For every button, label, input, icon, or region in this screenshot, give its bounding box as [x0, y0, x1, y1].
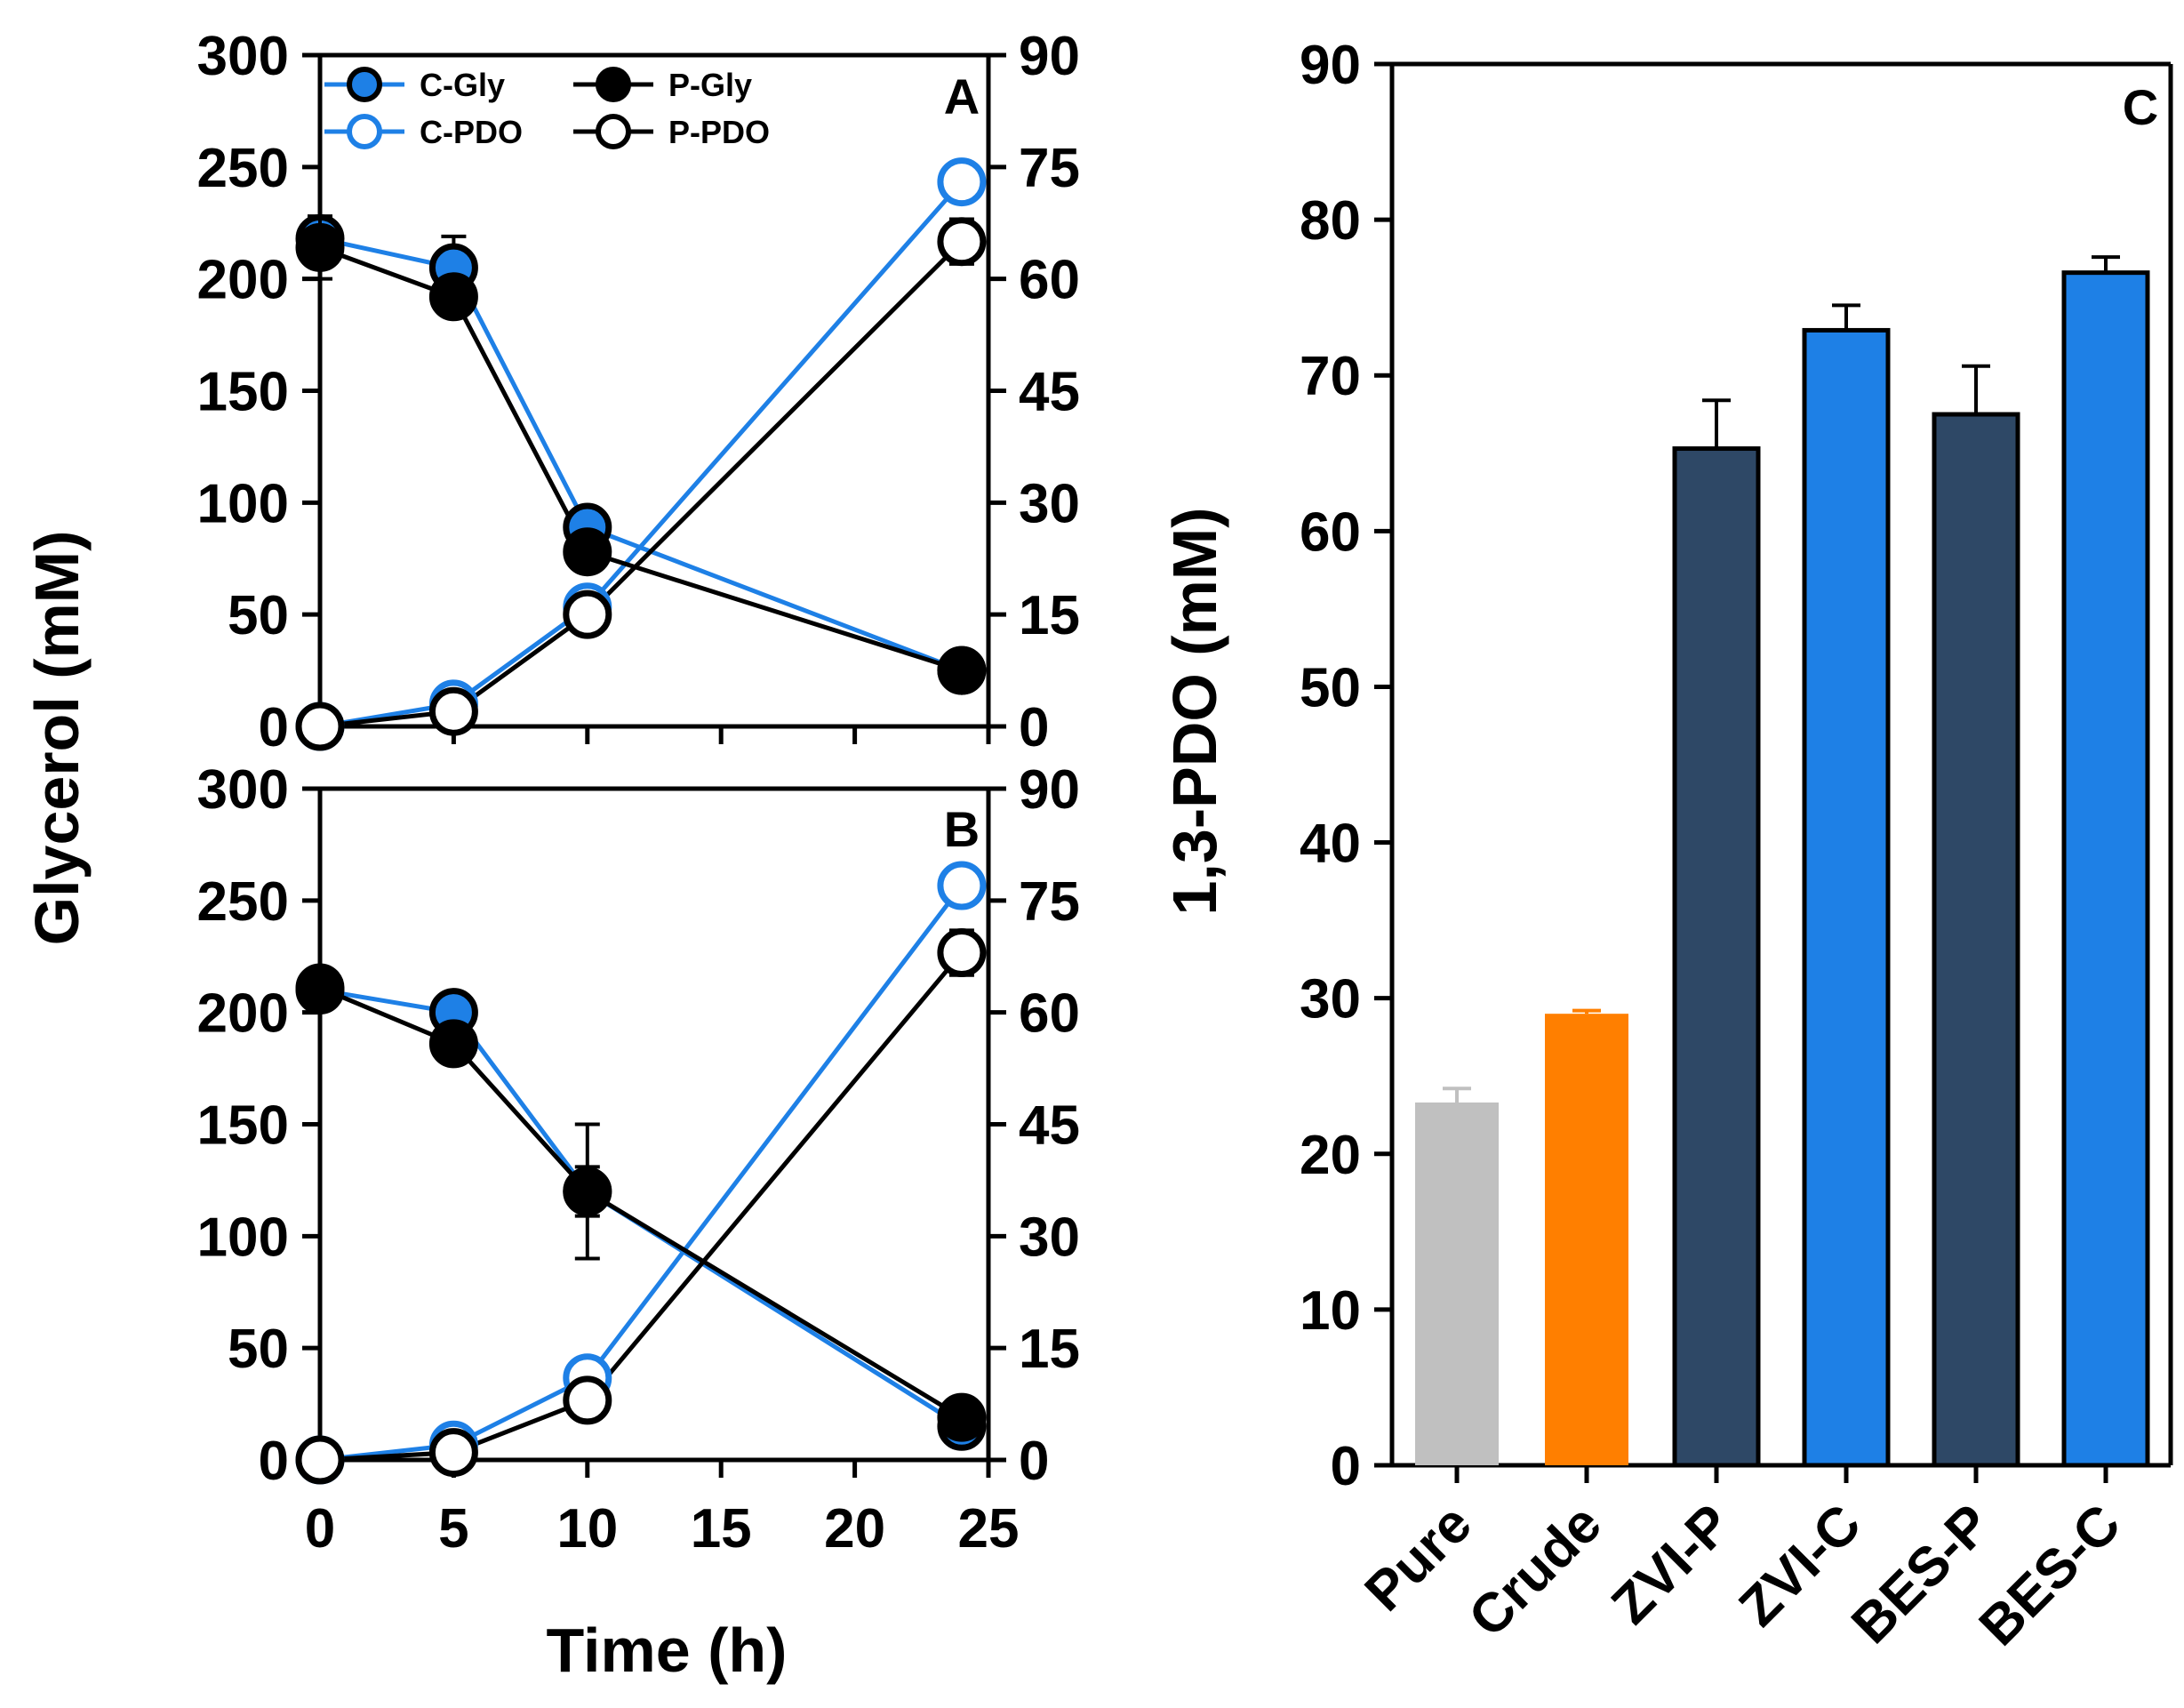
- series-p-gly-point: [295, 963, 345, 1013]
- panel-b-x-tick-label: 15: [691, 1498, 752, 1560]
- series-p-pdo-line: [319, 239, 964, 729]
- series-c-gly-line: [319, 988, 964, 1429]
- panel-a-left-tick-label: 150: [197, 362, 289, 423]
- panel-c-y-tick-label: 0: [1331, 1436, 1361, 1497]
- category-label-zvi-p: ZVI-P: [1600, 1493, 1743, 1636]
- legend-label-c-pdo: C-PDO: [420, 114, 523, 150]
- legend-marker-c-gly: [347, 67, 382, 102]
- panel-a-left-tick-label: 100: [197, 473, 289, 534]
- panel-b-right-tick-label: 30: [1019, 1207, 1080, 1268]
- category-label-bes-p: BES-P: [1840, 1493, 2003, 1656]
- panel-a-right-tick-label: 90: [1019, 26, 1080, 87]
- panel-a-right-tick-label: 30: [1019, 473, 1080, 534]
- panel-b-right-tick-label: 75: [1019, 871, 1080, 933]
- series-c-pdo-line: [319, 180, 964, 729]
- category-label-bes-c: BES-C: [1968, 1493, 2132, 1657]
- panel-c-y-tick-label: 30: [1300, 969, 1361, 1030]
- axes-frames: [302, 52, 2173, 1483]
- x-axis-title: Time (h): [547, 1616, 788, 1685]
- bar-bes-p: [1932, 412, 2020, 1468]
- series-p-pdo-point: [295, 1435, 345, 1485]
- data-layer: [295, 67, 2150, 1485]
- panel-b-left-tick-label: 100: [197, 1207, 289, 1268]
- panel-b-left-tick-label: 300: [197, 759, 289, 821]
- panel-b-x-tick-label: 5: [438, 1498, 468, 1560]
- series-p-gly-point: [295, 222, 345, 272]
- series-c-pdo-point: [937, 861, 987, 910]
- bar-zvi-c: [1802, 327, 1891, 1468]
- series-p-pdo-point: [563, 589, 612, 639]
- legend-label-p-pdo: P-PDO: [668, 114, 770, 150]
- panel-a-left-tick-label: 0: [259, 697, 289, 758]
- panel-b-frame: [317, 786, 991, 1463]
- series-p-pdo-point: [428, 1428, 478, 1478]
- series-p-pdo-point: [428, 686, 478, 736]
- series-p-gly-point: [937, 1392, 987, 1442]
- series-p-gly-point: [428, 1019, 478, 1069]
- bar-bes-c: [2061, 270, 2150, 1468]
- panel-b-right-tick-label: 60: [1019, 983, 1080, 1045]
- panel-b-left-tick-label: 50: [228, 1319, 289, 1380]
- panel-c-y-tick-label: 70: [1300, 346, 1361, 407]
- panel-b-left-tick-label: 250: [197, 871, 289, 933]
- legend-label-c-gly: C-Gly: [420, 67, 505, 103]
- legend-marker-c-pdo: [347, 114, 382, 149]
- panel-a-right-tick-label: 45: [1019, 362, 1080, 423]
- panel-a-right-tick-label: 0: [1019, 697, 1049, 758]
- panel-b-right-tick-label: 90: [1019, 759, 1080, 821]
- panel-a-right-tick-label: 15: [1019, 585, 1080, 646]
- panel-b-left-tick-label: 0: [259, 1431, 289, 1492]
- legend-marker-p-gly: [596, 67, 631, 102]
- series-p-gly-line: [319, 985, 964, 1420]
- series-c-gly-line: [319, 236, 963, 673]
- panel-c-y-tick-label: 60: [1300, 501, 1361, 563]
- panel-a-right-tick-label: 60: [1019, 250, 1080, 311]
- panel-b-right-tick-label: 15: [1019, 1319, 1080, 1380]
- panel-label-c: C: [2123, 79, 2158, 135]
- panel-label-b: B: [944, 801, 980, 857]
- series-p-pdo-line: [319, 950, 964, 1463]
- series-p-gly-point: [563, 1167, 612, 1216]
- panel-c-y-tick-label: 20: [1300, 1125, 1361, 1186]
- panel-c-y-tick-label: 50: [1300, 657, 1361, 718]
- panel-b-x-tick-label: 20: [824, 1498, 885, 1560]
- panel-a-left-tick-label: 250: [197, 138, 289, 199]
- series-p-gly-point: [428, 272, 478, 322]
- panel-c-y-tick-label: 40: [1300, 814, 1361, 875]
- series-c-pdo-point: [937, 157, 987, 207]
- panel-b-x-tick-label: 10: [556, 1498, 618, 1560]
- panel-b-right-tick-label: 45: [1019, 1095, 1080, 1157]
- panel-a-left-tick-label: 300: [197, 26, 289, 87]
- panel-b-x-tick-label: 25: [958, 1498, 1020, 1560]
- series-p-gly-line: [319, 245, 963, 673]
- series-p-gly-point: [937, 646, 987, 695]
- series-p-pdo-point: [937, 217, 987, 267]
- bar-zvi-p: [1672, 446, 1761, 1468]
- bar-crude: [1545, 1014, 1628, 1465]
- panel-c-y-tick-label: 10: [1300, 1280, 1361, 1342]
- legend-marker-p-pdo: [596, 114, 631, 149]
- left-y-axis-title: Glycerol (mM): [22, 531, 92, 946]
- series-c-pdo-line: [319, 884, 964, 1463]
- series-p-gly-point: [563, 527, 612, 577]
- panel-a-left-tick-label: 50: [228, 585, 289, 646]
- panel-b-right-tick-label: 0: [1019, 1431, 1049, 1492]
- panel-a-left-tick-label: 200: [197, 250, 289, 311]
- panel-c-y-tick-label: 80: [1300, 190, 1361, 252]
- legend-label-p-gly: P-Gly: [668, 67, 752, 103]
- panel-c-y-axis-title: 1,3-PDO (mM): [1160, 508, 1229, 916]
- series-p-pdo-point: [563, 1375, 612, 1425]
- panel-c-y-tick-label: 90: [1300, 35, 1361, 96]
- category-label-crude: Crude: [1457, 1493, 1612, 1648]
- series-p-pdo-point: [295, 702, 345, 751]
- panel-b-left-tick-label: 200: [197, 983, 289, 1045]
- panel-b-left-tick-label: 150: [197, 1095, 289, 1157]
- panel-a-frame: [317, 52, 991, 729]
- panel-label-a: A: [944, 68, 980, 124]
- bar-pure: [1415, 1102, 1499, 1465]
- panel-a-right-tick-label: 75: [1019, 138, 1080, 199]
- series-p-pdo-point: [937, 928, 987, 978]
- panel-b-x-tick-label: 0: [305, 1498, 335, 1560]
